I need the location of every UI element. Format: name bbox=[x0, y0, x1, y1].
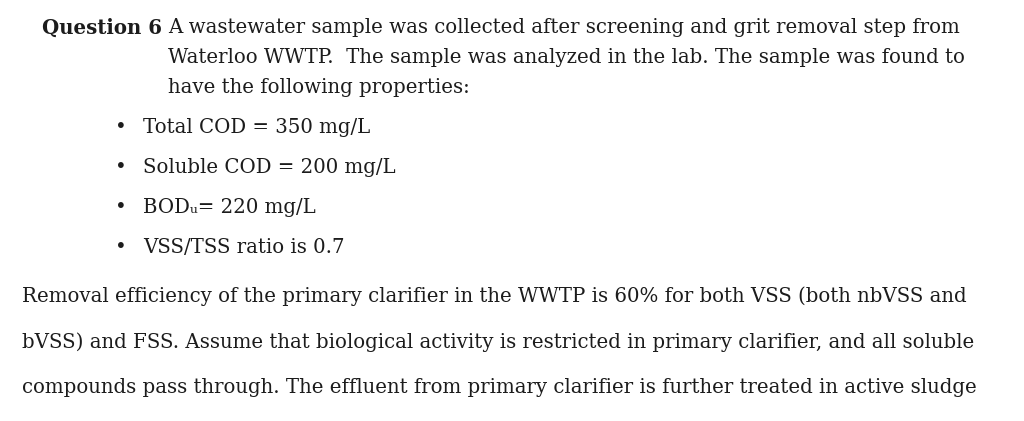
Text: •: • bbox=[115, 238, 127, 257]
Text: BODᵤ= 220 mg/L: BODᵤ= 220 mg/L bbox=[143, 198, 315, 217]
Text: •: • bbox=[115, 158, 127, 177]
Text: compounds pass through. The effluent from primary clarifier is further treated i: compounds pass through. The effluent fro… bbox=[22, 378, 977, 397]
Text: have the following properties:: have the following properties: bbox=[168, 78, 470, 97]
Text: A wastewater sample was collected after screening and grit removal step from: A wastewater sample was collected after … bbox=[168, 18, 959, 37]
Text: Removal efficiency of the primary clarifier in the WWTP is 60% for both VSS (bot: Removal efficiency of the primary clarif… bbox=[22, 286, 967, 306]
Text: bVSS) and FSS. Assume that biological activity is restricted in primary clarifie: bVSS) and FSS. Assume that biological ac… bbox=[22, 332, 974, 352]
Text: •: • bbox=[115, 198, 127, 217]
Text: Question 6: Question 6 bbox=[42, 18, 162, 38]
Text: •: • bbox=[115, 118, 127, 137]
Text: Waterloo WWTP.  The sample was analyzed in the lab. The sample was found to: Waterloo WWTP. The sample was analyzed i… bbox=[168, 48, 965, 67]
Text: Total COD = 350 mg/L: Total COD = 350 mg/L bbox=[143, 118, 371, 137]
Text: Soluble COD = 200 mg/L: Soluble COD = 200 mg/L bbox=[143, 158, 395, 177]
Text: VSS/TSS ratio is 0.7: VSS/TSS ratio is 0.7 bbox=[143, 238, 344, 257]
